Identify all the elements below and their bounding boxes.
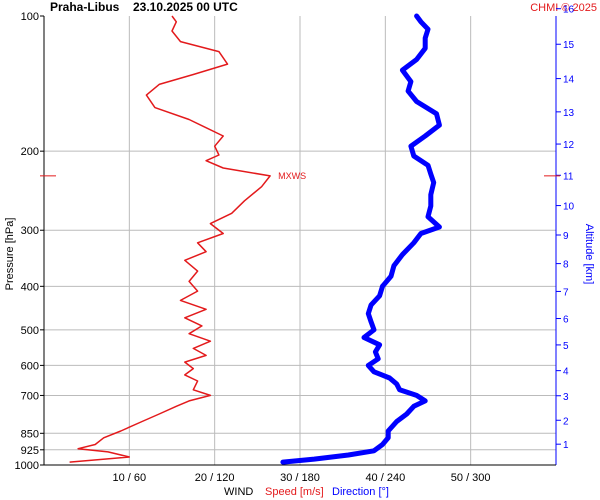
pressure-tick-label: 100 — [21, 11, 39, 23]
x-tick-label: 10 / 60 — [113, 472, 147, 484]
pressure-tick-label: 400 — [21, 281, 39, 293]
altitude-tick-label: 4 — [563, 367, 569, 378]
mxws-label: MXWS — [278, 171, 306, 181]
pressure-tick-label: 600 — [21, 360, 39, 372]
altitude-tick-label: 14 — [563, 75, 575, 86]
pressure-tick-label: 200 — [21, 146, 39, 158]
x-tick-label: 40 / 240 — [365, 472, 405, 484]
altitude-tick-label: 10 — [563, 202, 575, 213]
x-tick-label: 20 / 120 — [195, 472, 235, 484]
speed-axis-title: Speed [m/s] — [265, 486, 324, 498]
altitude-tick-label: 6 — [563, 315, 569, 326]
x-axis: 10 / 60 20 / 120 30 / 180 40 / 240 50 / 300 — [113, 472, 491, 484]
datetime-title: 23.10.2025 00 UTC — [133, 0, 238, 14]
pressure-tick-label: 300 — [21, 225, 39, 237]
altitude-tick-label: 15 — [563, 40, 575, 51]
direction-series-line — [280, 13, 442, 465]
grid — [44, 16, 556, 465]
plot-frame — [43, 16, 557, 466]
pressure-tick-label: 1000 — [15, 460, 39, 472]
altitude-tick-label: 5 — [563, 341, 569, 352]
credit-label: CHMI © 2025 — [530, 2, 597, 14]
altitude-axis-title: Altitude [km] — [583, 224, 595, 285]
pressure-axis: 100 200 300 400 500 600 700 850 925 1000 — [15, 11, 44, 472]
x-axis-title: WIND — [224, 486, 253, 498]
pressure-tick-label: 850 — [21, 428, 39, 440]
altitude-tick-label: 7 — [563, 287, 569, 298]
pressure-axis-title: Pressure [hPa] — [4, 218, 16, 291]
speed-series-line — [69, 15, 271, 463]
altitude-tick-label: 3 — [563, 392, 569, 403]
x-tick-label: 50 / 300 — [451, 472, 491, 484]
altitude-tick-label: 9 — [563, 231, 569, 242]
station-title: Praha-Libus — [50, 0, 120, 14]
altitude-tick-label: 12 — [563, 140, 575, 151]
altitude-tick-label: 11 — [563, 171, 574, 182]
altitude-tick-label: 2 — [563, 416, 569, 427]
altitude-tick-label: 16 — [563, 5, 575, 16]
pressure-tick-label: 500 — [21, 325, 39, 337]
altitude-tick-label: 1 — [563, 440, 569, 451]
altitude-tick-label: 8 — [563, 260, 569, 271]
pressure-tick-label: 700 — [21, 390, 39, 402]
pressure-tick-label: 925 — [21, 445, 39, 457]
altitude-tick-label: 13 — [563, 108, 575, 119]
direction-axis-title: Direction [°] — [332, 486, 389, 498]
x-tick-label: 30 / 180 — [280, 472, 320, 484]
